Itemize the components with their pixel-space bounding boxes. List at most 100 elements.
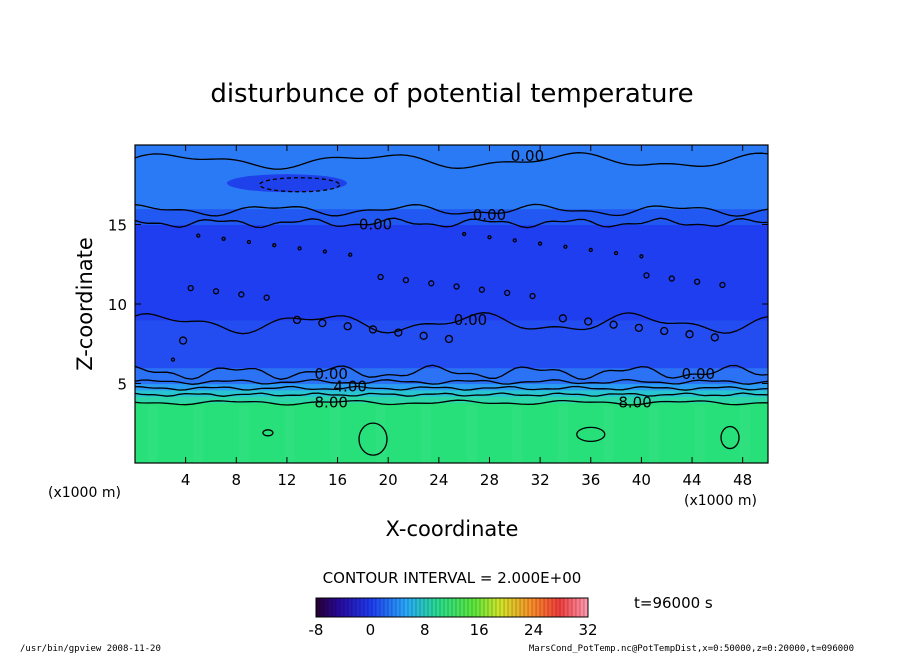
- contour-line-8: [135, 399, 768, 406]
- heatmap-band-3: [135, 383, 768, 391]
- contour-blob: [609, 320, 618, 329]
- colorbar-segment: [508, 598, 513, 617]
- contour-blob: [246, 239, 252, 245]
- colorbar-segment: [332, 598, 337, 617]
- contour-blob: [348, 252, 353, 257]
- contour-blob: [639, 254, 644, 259]
- colorbar-segment: [540, 598, 545, 617]
- contour-blob: [504, 289, 511, 297]
- footer-left: /usr/bin/gpview 2008-11-20: [20, 644, 161, 654]
- colorbar-segment: [456, 598, 461, 617]
- x-tick-label: 24: [429, 471, 448, 489]
- x-tick-label: 20: [379, 471, 398, 489]
- heatmap-band-0: [135, 402, 768, 463]
- colorbar-segment: [568, 598, 573, 617]
- colorbar-segment: [496, 598, 501, 617]
- heatmap-streak: [648, 405, 659, 463]
- contour-blob: [719, 281, 726, 289]
- contour-blob: [368, 325, 378, 334]
- contour-label-0: 0.00: [511, 147, 544, 165]
- contour-blob: [212, 288, 220, 295]
- contour-blob: [478, 286, 486, 293]
- colorbar-segment: [316, 598, 321, 617]
- colorbar-segment: [580, 598, 585, 617]
- contour-blob: [558, 314, 568, 323]
- heatmap-streak: [512, 405, 523, 463]
- colorbar-segment: [448, 598, 453, 617]
- contour-labels: 0.000.000.000.000.00 0.004.008.00 8.00: [315, 147, 716, 412]
- contour-blob: [238, 291, 245, 298]
- footer-right: MarsCond_PotTemp.nc@PotTempDist,x=0:5000…: [529, 644, 854, 654]
- contour-line-3: [135, 312, 768, 335]
- colorbar-segment: [544, 598, 549, 617]
- colorbar-segment: [472, 598, 477, 617]
- contour-blob: [584, 317, 593, 326]
- x-tick-label: 4: [181, 471, 191, 489]
- y-axis-label: Z-coordinate: [73, 237, 97, 371]
- colorbar-segment: [376, 598, 381, 617]
- heatmap-band-8: [135, 145, 768, 210]
- contour-blob: [318, 318, 327, 328]
- colorbar-segment: [576, 598, 581, 617]
- colorbar-segment: [452, 598, 457, 617]
- heatmap-streak: [238, 405, 249, 463]
- x-tick-label: 40: [632, 471, 651, 489]
- heatmap-band-5: [135, 319, 768, 369]
- contour-label-1: 0.00: [359, 216, 392, 234]
- heatmap-streak: [329, 405, 340, 463]
- colorbar-tick-label: 16: [470, 621, 489, 639]
- colorbar-segment: [400, 598, 405, 617]
- contour-lines: [135, 152, 768, 456]
- heatmap-streak: [147, 405, 158, 463]
- colorbar-tick-label: 32: [578, 621, 597, 639]
- colorbar-segment: [392, 598, 397, 617]
- x-axis-ticks: 4 8 12 16 20 24 28 32 36 40 44 48: [181, 145, 752, 489]
- colorbar-segment: [572, 598, 577, 617]
- heatmap-streak: [284, 405, 295, 463]
- contour-line-5: [135, 378, 768, 385]
- colorbar-segment: [488, 598, 493, 617]
- x-tick-label: 16: [328, 471, 347, 489]
- colorbar-segment: [380, 598, 385, 617]
- colorbar-segment: [512, 598, 517, 617]
- contour-blob: [402, 276, 410, 284]
- colorbar-segment: [368, 598, 373, 617]
- contour-closed-1: [358, 422, 388, 456]
- heatmap-streak: [193, 405, 204, 463]
- colorbar-segment: [360, 598, 365, 617]
- time-text: t=96000 s: [634, 594, 713, 612]
- colorbar-segment: [372, 598, 377, 617]
- colorbar-segment: [440, 598, 445, 617]
- contour-blob: [377, 273, 384, 281]
- contour-blob: [170, 357, 176, 362]
- colorbar-segment: [476, 598, 481, 617]
- contour-label-7: 8.00: [315, 394, 348, 412]
- heatmap-band-4: [135, 367, 768, 385]
- colorbar-segment: [480, 598, 485, 617]
- colorbar-segment: [484, 598, 489, 617]
- heatmap-band-6: [135, 224, 768, 321]
- contour-line-4: [135, 364, 768, 381]
- colorbar-segment: [336, 598, 341, 617]
- colorbar-segment: [564, 598, 569, 617]
- colorbar-segment: [396, 598, 401, 617]
- colorbar-segment: [424, 598, 429, 617]
- colorbar-segment: [584, 598, 589, 617]
- colorbar-frame: [315, 597, 589, 618]
- contour-line-negative: [258, 177, 341, 193]
- contour-blob: [529, 292, 536, 300]
- contour-blob: [178, 336, 188, 345]
- heatmap-band-1: [135, 396, 768, 404]
- colorbar-segment: [532, 598, 537, 617]
- contour-blob: [660, 326, 669, 336]
- contour-blob: [187, 284, 194, 292]
- y-axis-ticks: 5 10 15: [108, 217, 768, 394]
- colorbar-segment: [524, 598, 529, 617]
- contour-label-2: 0.00: [473, 206, 506, 224]
- colorbar-segment: [504, 598, 509, 617]
- colorbar-segment: [432, 598, 437, 617]
- contour-blob: [613, 250, 619, 256]
- colorbar-segment: [552, 598, 557, 617]
- colorbar-segment: [416, 598, 421, 617]
